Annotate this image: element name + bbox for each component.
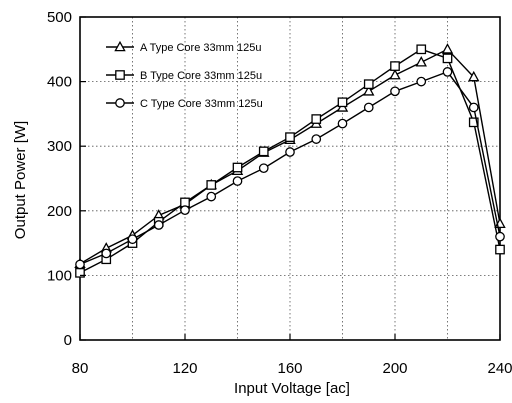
data-point-square [337, 97, 348, 108]
legend-marker-triangle [114, 40, 126, 52]
data-point-square [363, 79, 374, 90]
series-square [75, 44, 505, 278]
grid [80, 17, 500, 340]
data-point-square [416, 44, 427, 55]
data-point-circle [337, 118, 348, 129]
data-point-circle [206, 191, 217, 202]
data-point-triangle [468, 70, 480, 82]
y-tick-label: 400 [47, 74, 72, 91]
legend-label: B Type Core 33mm 125u [140, 70, 262, 82]
legend-marker-square [115, 70, 125, 80]
data-point-square [390, 61, 400, 71]
x-tick-label: 80 [72, 360, 89, 377]
y-tick-label: 500 [47, 9, 72, 26]
data-point-triangle [441, 43, 454, 54]
data-point-square [311, 114, 322, 124]
y-tick-label: 0 [64, 332, 72, 349]
data-point-circle [468, 102, 479, 113]
data-point-circle [232, 176, 243, 186]
data-point-triangle [415, 56, 427, 67]
y-tick-label: 100 [47, 267, 72, 284]
data-point-circle [442, 67, 453, 77]
x-tick-label: 200 [382, 360, 407, 377]
legend-item: C Type Core 33mm 125u [106, 98, 263, 110]
data-point-circle [153, 220, 164, 230]
legend-label: A Type Core 33mm 125u [140, 42, 261, 54]
data-point-circle [390, 86, 400, 97]
x-tick-label: 240 [487, 360, 512, 377]
data-point-square [285, 132, 295, 143]
data-point-circle [285, 147, 295, 157]
data-point-circle [258, 163, 269, 174]
x-axis: 80 120 160 200 240 [72, 334, 512, 377]
data-point-circle [180, 205, 190, 216]
x-tick-label: 120 [172, 360, 197, 377]
data-point-triangle [363, 85, 375, 96]
data-point-circle [101, 248, 112, 259]
data-point-square [206, 180, 217, 190]
legend-item: B Type Core 33mm 125u [106, 70, 262, 82]
legend-marker-circle [115, 98, 125, 108]
series-group [74, 43, 506, 278]
data-point-circle [75, 259, 85, 270]
data-point-triangle [389, 68, 401, 80]
data-point-circle [495, 231, 505, 242]
y-axis-title: Output Power [W] [12, 121, 29, 239]
data-point-square [495, 244, 505, 255]
data-point-square [442, 53, 453, 64]
data-point-square [232, 162, 243, 173]
x-axis-title: Input Voltage [ac] [234, 380, 350, 397]
data-point-circle [311, 134, 322, 144]
legend-item: A Type Core 33mm 125u [106, 40, 261, 54]
data-point-circle [127, 234, 138, 245]
x-tick-label: 160 [277, 360, 302, 377]
y-tick-label: 200 [47, 203, 72, 220]
legend: A Type Core 33mm 125u B Type Core 33mm 12… [106, 40, 263, 110]
data-point-circle [416, 76, 427, 87]
data-point-circle [363, 102, 374, 113]
data-point-square [258, 146, 269, 157]
data-point-square [468, 117, 479, 128]
legend-label: C Type Core 33mm 125u [140, 98, 263, 110]
series-circle [75, 67, 505, 270]
y-tick-label: 300 [47, 138, 72, 155]
y-axis: 0 100 200 300 400 500 [47, 9, 86, 349]
